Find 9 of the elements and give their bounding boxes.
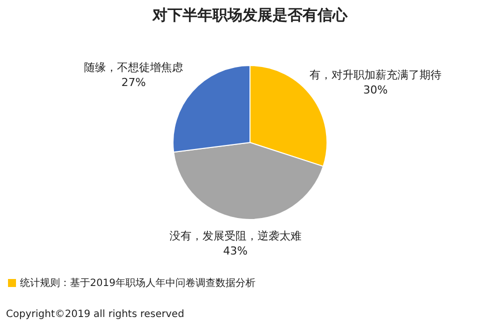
slice-label: 随缘，不想徒增焦虑: [84, 61, 184, 74]
chart-title: 对下半年职场发展是否有信心: [151, 6, 349, 25]
text: Copyright©2019 all rights reserved: [6, 309, 184, 320]
text: 统计规则：基于2019年职场人年中问卷调查数据分析: [20, 276, 256, 290]
data-label: 27%: [121, 76, 146, 90]
slice-label: 没有，发展受阻，逆袭太难: [169, 230, 302, 243]
data-label: 30%: [363, 84, 388, 97]
data-label: 43%: [223, 244, 248, 258]
slice-label: 有，对升职加薪充满了期待: [310, 68, 442, 82]
